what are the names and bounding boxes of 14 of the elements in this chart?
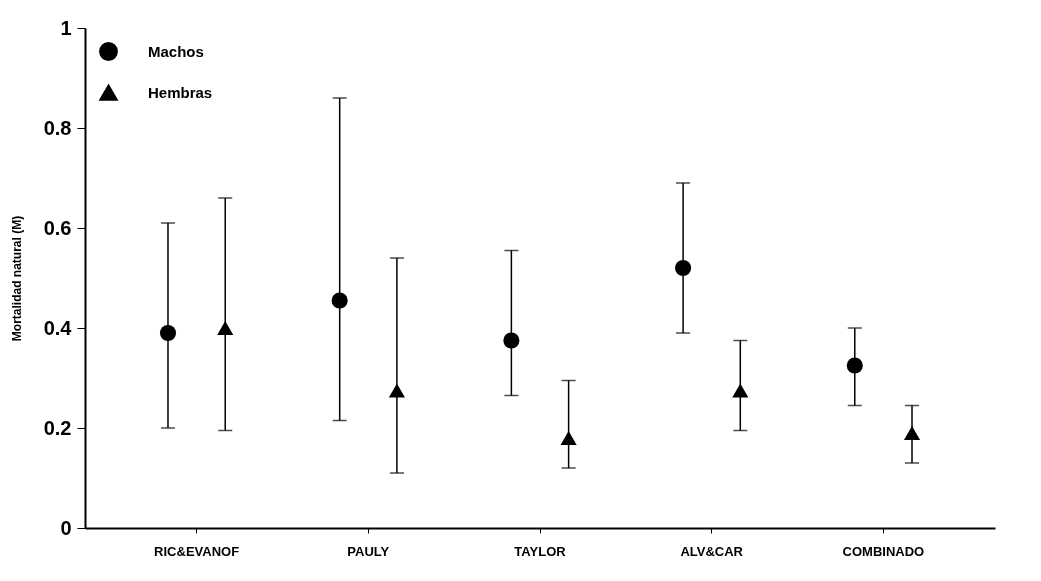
x-tick-label: COMBINADO	[842, 543, 925, 559]
x-tick-label: TAYLOR	[514, 543, 567, 559]
y-tick-label: 0.6	[43, 216, 72, 239]
y-tick-label: 0	[60, 516, 72, 539]
x-tick-label: PAULY	[347, 543, 390, 559]
y-tick-label: 0.8	[43, 116, 72, 139]
y-tick-label: 0.4	[43, 316, 73, 339]
x-tick-label: ALV&CAR	[680, 543, 744, 559]
legend-label: Hembras	[148, 83, 213, 101]
legend-label: Machos	[148, 42, 204, 60]
y-axis-title: Mortalidad natural (M)	[9, 215, 24, 342]
y-tick-label: 0.2	[43, 416, 72, 439]
y-tick-label: 1	[60, 16, 72, 39]
x-tick-label: RIC&EVANOF	[154, 543, 240, 559]
